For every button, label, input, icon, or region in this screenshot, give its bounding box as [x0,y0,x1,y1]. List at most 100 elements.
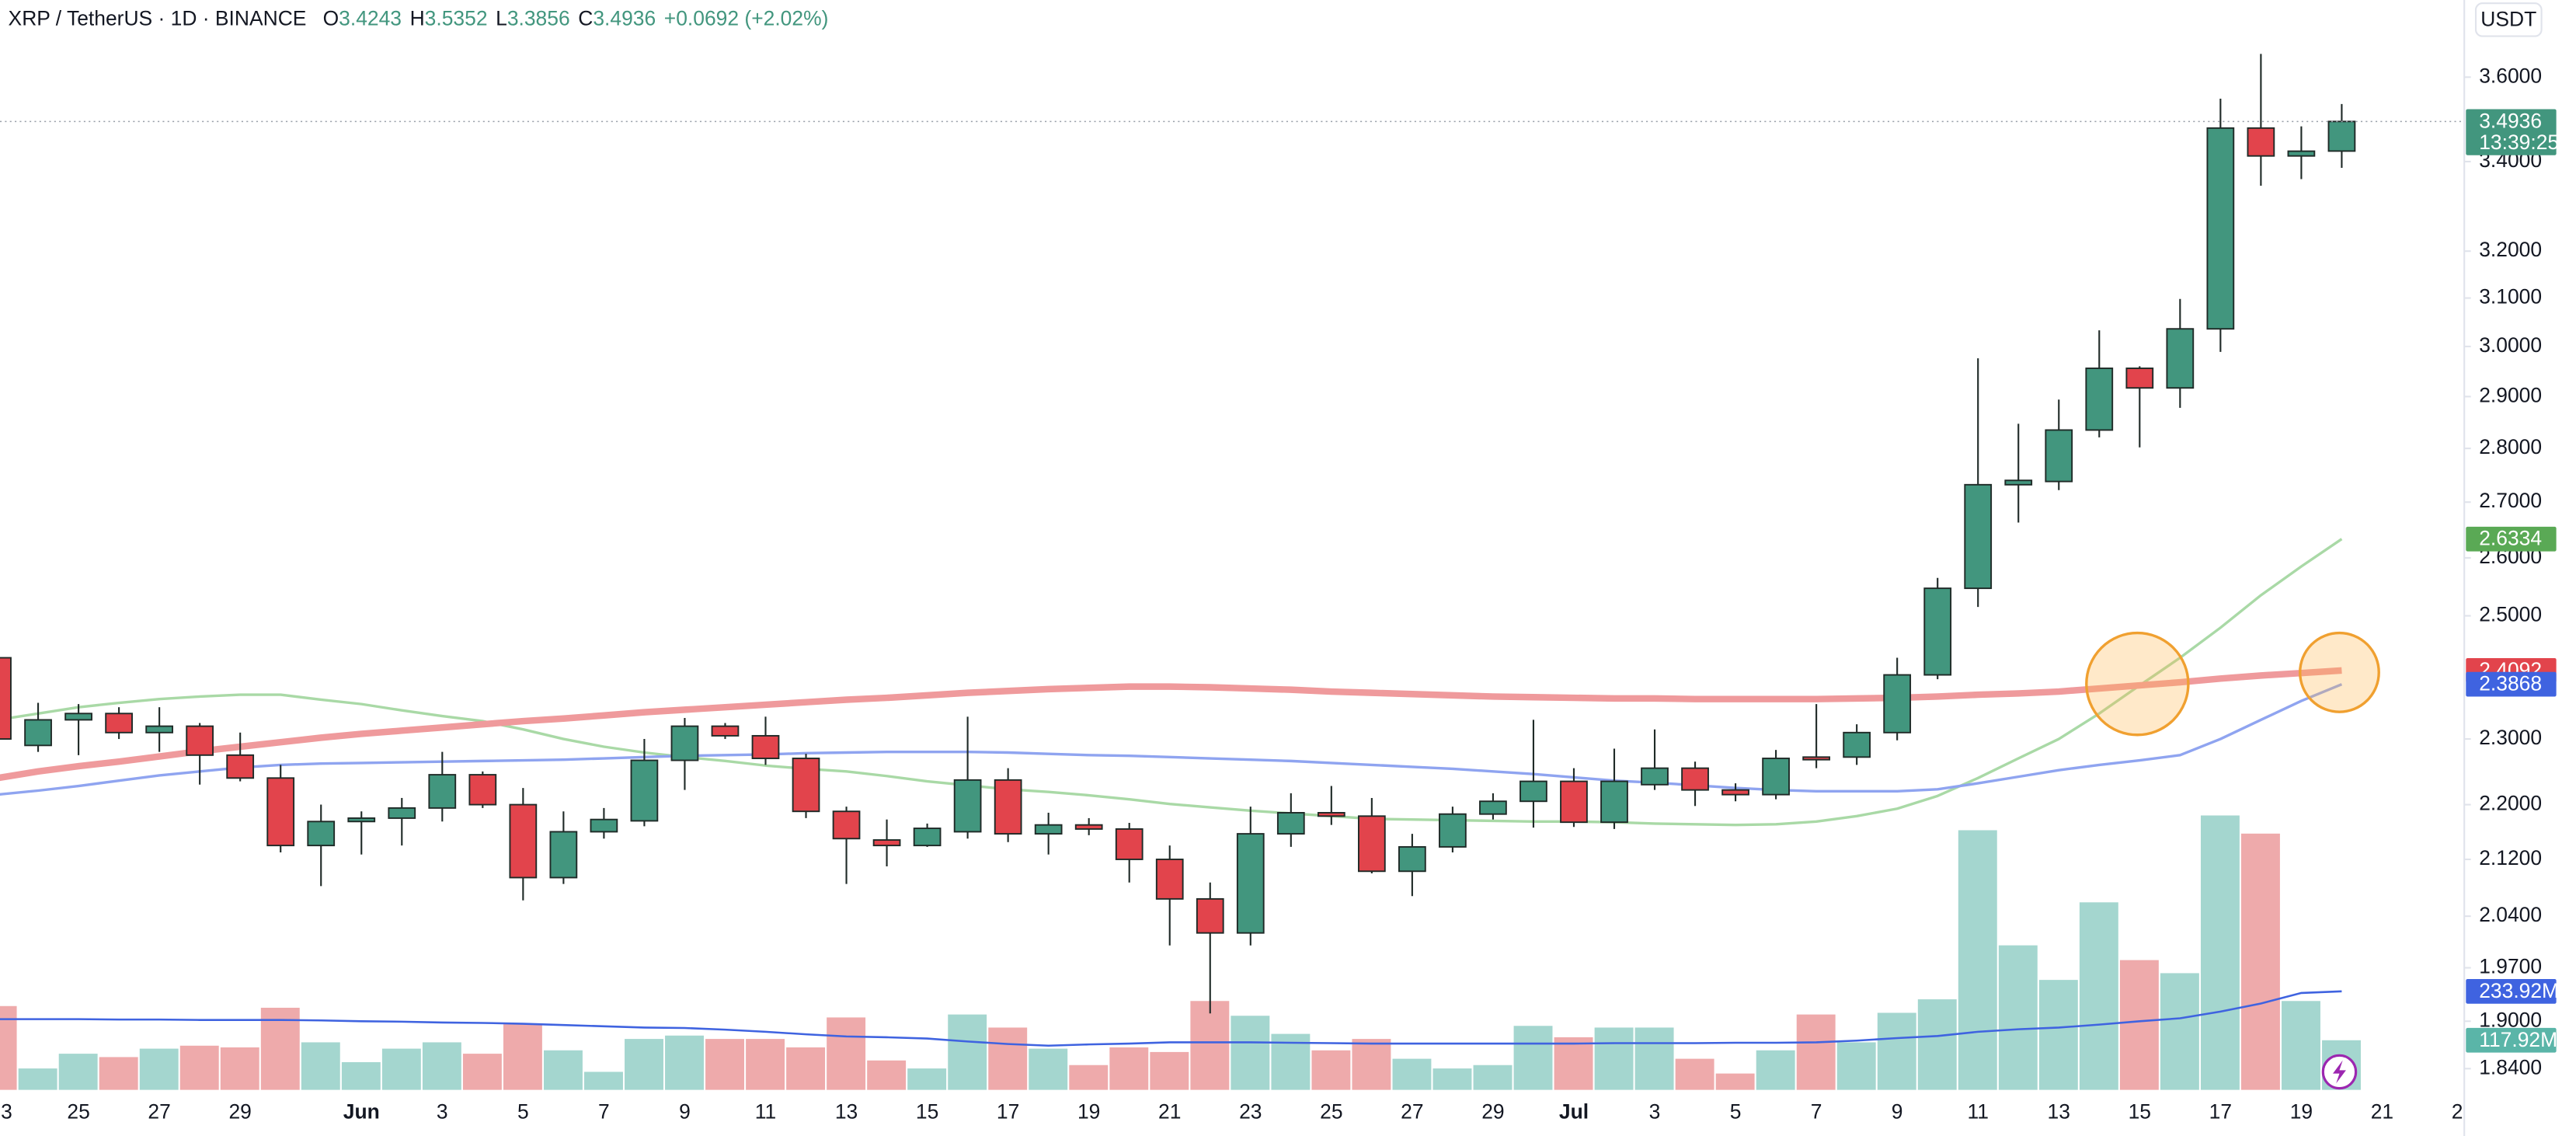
candle-body [2085,368,2114,431]
volume-bar [1029,1048,1068,1090]
volume-bar [1836,1042,1876,1090]
volume-bar [1877,1012,1916,1090]
candle-body [1236,833,1265,934]
candle-body [1560,780,1588,824]
ma-value: 2.3868 [2479,672,2542,695]
y-tick-label: 2.2000 [2479,792,2542,815]
volume-bar [1392,1058,1432,1090]
volume-bar [260,1007,300,1090]
volume-bar [1150,1051,1189,1090]
volume-bar [1311,1050,1351,1090]
x-tick-label: 27 [148,1099,170,1123]
volume-bar [827,1017,866,1090]
y-tick-label: 2.1200 [2479,846,2542,869]
candle-body [1196,897,1224,934]
ohlc-value: 3.4936 [593,6,656,30]
x-tick-label: 3 [1,1099,12,1123]
x-tick-label: Jul [1559,1099,1589,1123]
candle-body [1681,767,1709,791]
candle-body [145,725,174,734]
countdown: 13:39:25 [2479,131,2559,154]
x-tick-label: 17 [997,1099,1019,1123]
volume-bar [1796,1014,1836,1090]
volume-bar [139,1048,179,1090]
volume-ma-line [0,990,2342,1047]
candle-body [266,777,295,847]
last-price-box [2466,109,2557,155]
volume-bar [2200,815,2240,1090]
candle-body [1762,758,1790,796]
volume-bar [462,1054,502,1090]
currency: USDT [2480,7,2536,30]
candle-body [1115,828,1144,860]
ohlc-value: 3.4243 [339,6,402,30]
x-tick-label: 13 [2048,1099,2070,1123]
candle-body [1721,789,1749,796]
candle-body [2247,127,2275,157]
volume-bar [18,1068,57,1090]
currency-box[interactable] [2474,2,2543,37]
ohlc-label: O [323,6,339,30]
volume-bar [381,1048,421,1090]
candle-body [590,818,618,833]
candle-body [1155,859,1184,900]
ohlc-label: C [578,6,593,30]
ohlc-value: 3.5352 [425,6,488,30]
volume-bar [786,1047,826,1090]
ohlc-label: L [496,6,507,30]
candle-body [1439,813,1467,848]
volume-bar [220,1047,259,1090]
y-tick-label: 3.1000 [2479,285,2542,308]
volume-bar [1513,1026,1553,1090]
candle-body [751,734,780,759]
volume-bar [1231,1016,1270,1090]
candle-body [1923,587,1952,676]
ohlc-value: 3.3856 [507,6,570,30]
x-tick-label: 19 [2290,1099,2313,1123]
volume-bar [99,1057,138,1090]
y-tick-label: 2.8000 [2479,435,2542,458]
x-tick-label: Jun [343,1099,380,1123]
volume-bar [422,1042,461,1090]
volume-bar [1998,945,2038,1090]
volume-bar [907,1068,947,1090]
volume-bar [1109,1047,1149,1090]
x-tick-label: 7 [1811,1099,1822,1123]
y-tick-label: 3.2000 [2479,238,2542,261]
candle-body [1600,780,1628,824]
lightning-icon[interactable] [2321,1054,2358,1090]
x-tick-label: 11 [1967,1099,1988,1123]
x-tick-label: 9 [679,1099,691,1123]
moving-average-line [0,683,2343,796]
symbol: XRP / TetherUS · 1D · BINANCE [9,6,307,30]
ma-value: 2.6334 [2479,527,2542,550]
moving-average-line [0,667,2342,782]
candle-body [347,817,376,823]
y-tick-label: 3.6000 [2479,64,2542,87]
x-tick-label: 5 [517,1099,529,1123]
volume-bar [341,1061,381,1090]
volume-bar [1190,1001,1230,1090]
volume-bar [301,1042,340,1090]
candle-body [1074,824,1103,830]
candle-body [428,774,457,809]
x-tick-label: 27 [1401,1099,1423,1123]
x-tick-label: 21 [2371,1099,2393,1123]
volume-bar [2119,960,2159,1090]
candle-body [0,657,12,740]
candle-body [388,807,416,819]
volume-bar [948,1014,987,1090]
candle-body [468,774,497,806]
volume-bar [543,1050,583,1090]
x-tick-label: 9 [1892,1099,1903,1123]
candle-body [913,828,942,847]
volume-bar [1756,1050,1795,1090]
candle-body [1519,780,1547,803]
candle-body [994,779,1022,835]
volume-bar [1634,1027,1674,1090]
candle-body [2287,150,2316,157]
candle-body [1802,756,1830,761]
volume-bar [1715,1073,1755,1090]
x-tick-label: 25 [67,1099,89,1123]
